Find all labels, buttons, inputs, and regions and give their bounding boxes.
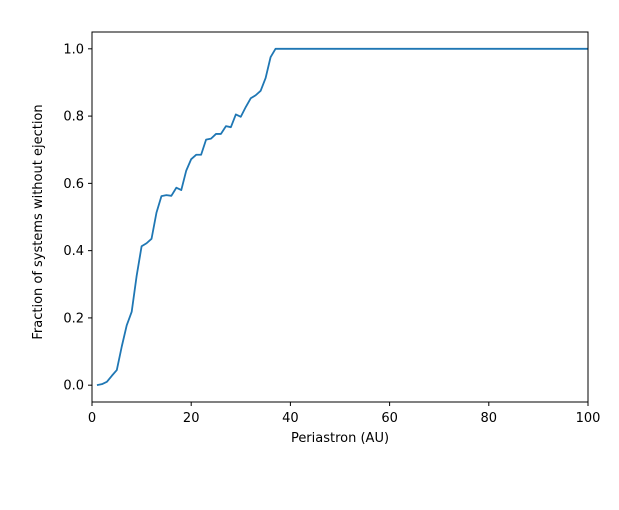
y-tick-label: 0.0 (63, 379, 84, 394)
x-tick-label: 20 (183, 411, 200, 426)
y-tick-label: 0.8 (63, 110, 84, 125)
plot-frame (91, 31, 589, 403)
series-layer (96, 47, 588, 387)
y-tick-label: 1.0 (63, 42, 84, 57)
y-tick-label: 0.2 (63, 311, 84, 326)
x-tick-label: 0 (88, 411, 96, 426)
y-axis-label: Fraction of systems without ejection (31, 104, 46, 339)
x-tick-label: 80 (481, 411, 498, 426)
x-tick-label: 60 (381, 411, 398, 426)
y-tick-label: 0.6 (63, 177, 84, 192)
x-axis-label: Periastron (AU) (291, 431, 389, 446)
ticks-layer: 0 20 40 60 80 100 0.0 0.2 0.4 0.6 0.8 1.0 (63, 42, 600, 426)
x-tick-label: 100 (576, 411, 601, 426)
plot-background (92, 32, 588, 402)
series-line-0 (96, 47, 588, 387)
y-tick-label: 0.4 (63, 244, 84, 259)
x-tick-label: 40 (282, 411, 299, 426)
